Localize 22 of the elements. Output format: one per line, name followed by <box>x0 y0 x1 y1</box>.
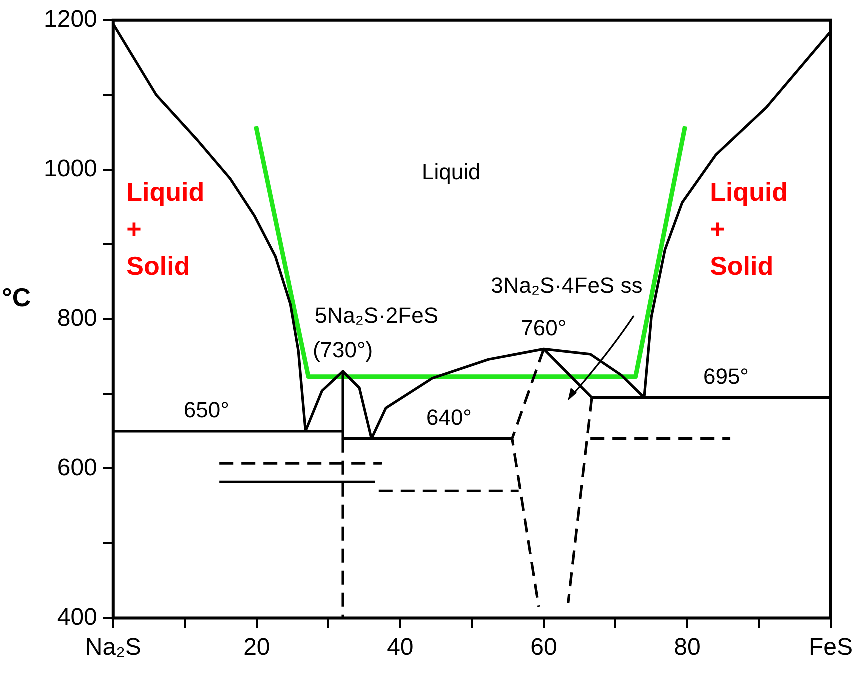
x-tick-label: 60 <box>530 634 558 662</box>
annotation: 650° <box>184 397 230 422</box>
y-tick-label: 1000 <box>44 155 98 182</box>
x-tick-label: Na₂S <box>85 634 142 662</box>
x-tick-label: FeS <box>808 634 853 662</box>
annotation: (730°) <box>312 338 374 363</box>
y-tick-label: 400 <box>57 604 98 631</box>
x-tick-label: 20 <box>244 634 270 662</box>
y-tick-label: 600 <box>57 454 98 482</box>
y-tick-label: 800 <box>57 304 98 332</box>
x-tick-label: 40 <box>387 634 414 662</box>
annotation: 695° <box>703 364 749 389</box>
annotation: Liquid + Solid <box>710 176 788 281</box>
annotation: Liquid + Solid <box>126 176 205 281</box>
y-tick-label: 1200 <box>44 6 98 34</box>
annotation: 5Na₂S·2FeS <box>315 302 438 328</box>
x-tick-label: 80 <box>674 634 701 662</box>
annotation: Liquid <box>422 160 481 184</box>
annotation: 760° <box>521 315 567 340</box>
annotation: 640° <box>426 404 472 430</box>
annotation: 3Na₂S·4FeS ss <box>491 273 643 298</box>
y-axis-title: °C <box>2 282 32 312</box>
